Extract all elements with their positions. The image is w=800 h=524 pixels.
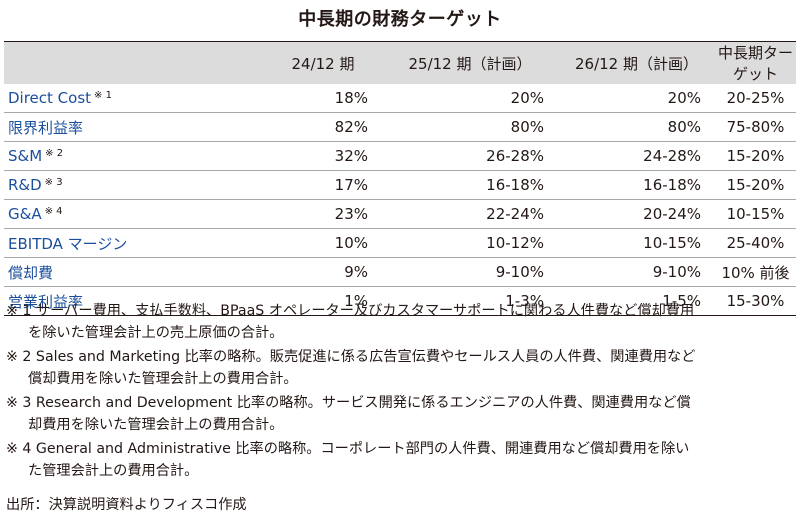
row-label-cell: G&A ※ 4	[4, 199, 234, 229]
row-label-cell: Direct Cost ※ 1	[4, 84, 234, 113]
value-cell: 10-15%	[558, 228, 715, 258]
footnote-line: ※ 3 Research and Development 比率の略称。サービス開…	[6, 395, 691, 411]
value-cell: 82%	[234, 112, 382, 142]
header-cell-fy26: 26/12 期（計画）	[558, 41, 715, 84]
row-label: R&D	[8, 176, 42, 194]
footnote-line: を除いた管理会計上の売上原価の合計。	[28, 325, 284, 341]
financial-targets-table: 24/12 期 25/12 期（計画） 26/12 期（計画） 中長期ターゲット…	[4, 41, 796, 316]
value-cell: 15-20%	[715, 170, 796, 200]
table-row: S&M ※ 2 32% 26-28% 24-28% 15-20%	[4, 141, 796, 171]
footnote-line: 償却費用を除いた管理会計上の費用合計。	[28, 371, 298, 387]
header-cell-blank	[4, 41, 234, 84]
value-cell: 18%	[234, 84, 382, 113]
value-cell: 16-18%	[382, 170, 558, 200]
value-cell: 20-25%	[715, 84, 796, 113]
source-note: 出所：決算説明資料よりフィスコ作成	[6, 497, 247, 513]
header-cell-target: 中長期ターゲット	[715, 41, 796, 84]
footnote-mark: ※ 4	[44, 206, 63, 217]
value-cell: 9%	[234, 257, 382, 287]
footnotes: ※ 1 サーバー費用、支払手数料、BPaaS オペレーター及びカスタマーサポート…	[6, 300, 796, 484]
value-cell: 25-40%	[715, 228, 796, 258]
value-cell: 75-80%	[715, 112, 796, 142]
row-label: 限界利益率	[8, 118, 84, 137]
value-cell: 17%	[234, 170, 382, 200]
value-cell: 10%	[234, 228, 382, 258]
table-row: 営業利益率 1% 1-3% 1-5% 15-30%	[4, 286, 796, 316]
footnote: ※ 3 Research and Development 比率の略称。サービス開…	[6, 392, 796, 436]
row-label-cell: EBITDA マージン	[4, 228, 234, 258]
value-cell: 23%	[234, 199, 382, 229]
value-cell: 24-28%	[558, 141, 715, 171]
page-title: 中長期の財務ターゲット	[298, 9, 502, 30]
footnote-line: 却費用を除いた管理会計上の費用合計。	[28, 417, 284, 433]
table-header-row: 24/12 期 25/12 期（計画） 26/12 期（計画） 中長期ターゲット	[4, 41, 796, 84]
value-cell: 10-12%	[382, 228, 558, 258]
footnote-mark: ※ 3	[44, 177, 63, 188]
row-label: 償却費	[8, 263, 54, 282]
row-label: 営業利益率	[8, 292, 84, 311]
table-row: R&D ※ 3 17% 16-18% 16-18% 15-20%	[4, 170, 796, 200]
row-label-cell: R&D ※ 3	[4, 170, 234, 200]
table-row: 限界利益率 82% 80% 80% 75-80%	[4, 112, 796, 142]
value-cell: 9-10%	[558, 257, 715, 287]
table-row: EBITDA マージン 10% 10-12% 10-15% 25-40%	[4, 228, 796, 258]
row-label: G&A	[8, 205, 42, 223]
value-cell: 16-18%	[558, 170, 715, 200]
value-cell: 1-5%	[558, 286, 715, 316]
header-cell-fy25: 25/12 期（計画）	[382, 41, 558, 84]
row-label: S&M	[8, 147, 43, 165]
footnote-line: ※ 1 サーバー費用、支払手数料、BPaaS オペレーター及びカスタマーサポート…	[6, 303, 695, 319]
table-body: Direct Cost ※ 1 18% 20% 20% 20-25% 限界利益率 82% 80%…	[4, 84, 796, 316]
table-row: G&A ※ 4 23% 22-24% 20-24% 10-15%	[4, 199, 796, 229]
value-cell: 20%	[382, 84, 558, 113]
footnote-line: た管理会計上の費用合計。	[28, 463, 199, 479]
value-cell: 80%	[558, 112, 715, 142]
footnote-line: ※ 2 Sales and Marketing 比率の略称。販売促進に係る広告宣…	[6, 349, 696, 365]
footnote-line: ※ 4 General and Administrative 比率の略称。コーポ…	[6, 441, 690, 457]
footnote-mark: ※ 1	[94, 90, 112, 101]
table-row: Direct Cost ※ 1 18% 20% 20% 20-25%	[4, 84, 796, 113]
value-cell: 10-15%	[715, 199, 796, 229]
value-cell: 26-28%	[382, 141, 558, 171]
footnote: ※ 1 サーバー費用、支払手数料、BPaaS オペレーター及びカスタマーサポート…	[6, 300, 796, 344]
footnote-mark: ※ 2	[45, 148, 64, 159]
row-label-cell: 営業利益率	[4, 286, 234, 316]
value-cell: 20-24%	[558, 199, 715, 229]
footnote: ※ 4 General and Administrative 比率の略称。コーポ…	[6, 438, 796, 482]
row-label-cell: 償却費	[4, 257, 234, 287]
value-cell: 15-30%	[715, 286, 796, 316]
footnote: ※ 2 Sales and Marketing 比率の略称。販売促進に係る広告宣…	[6, 346, 796, 390]
row-label-cell: 限界利益率	[4, 112, 234, 142]
value-cell: 32%	[234, 141, 382, 171]
row-label-cell: S&M ※ 2	[4, 141, 234, 171]
value-cell: 22-24%	[382, 199, 558, 229]
row-label: Direct Cost	[8, 89, 92, 107]
value-cell: 9-10%	[382, 257, 558, 287]
value-cell: 15-20%	[715, 141, 796, 171]
table-row: 償却費 9% 9-10% 9-10% 10% 前後	[4, 257, 796, 287]
row-label: EBITDA マージン	[8, 234, 128, 253]
value-cell: 10% 前後	[715, 257, 796, 287]
value-cell: 1-3%	[382, 286, 558, 316]
value-cell: 1%	[234, 286, 382, 316]
value-cell: 20%	[558, 84, 715, 113]
header-cell-fy24: 24/12 期	[234, 41, 382, 84]
value-cell: 80%	[382, 112, 558, 142]
